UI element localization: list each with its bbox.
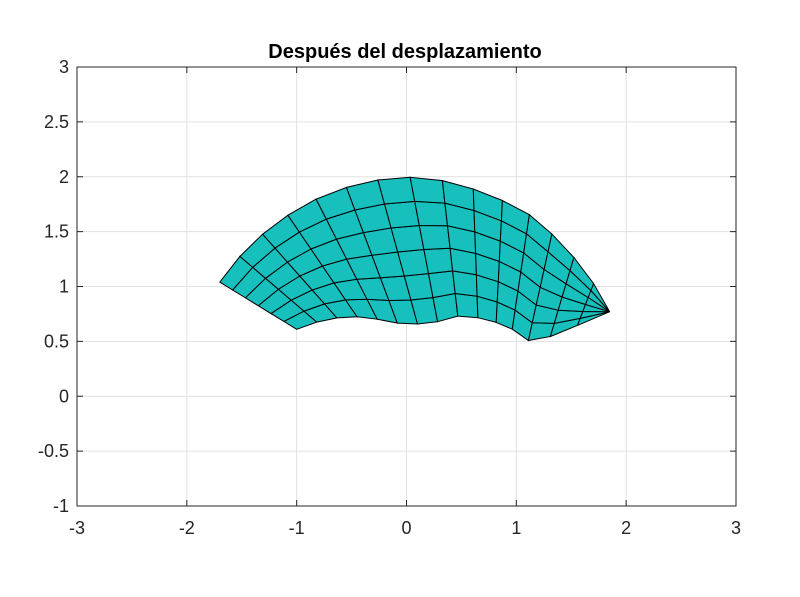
chart-title: Después del desplazamiento xyxy=(268,41,541,63)
mesh-cell xyxy=(590,282,611,313)
y-tick-label: 0 xyxy=(59,386,69,406)
tick-labels: -3 -2 -1 0 1 2 3 -1 -0.5 0 0.5 1 1.5 2 2.5 3 xyxy=(38,57,741,538)
x-tick-label: 3 xyxy=(731,518,741,538)
y-tick-label: 3 xyxy=(59,57,69,77)
y-tick-label: 1.5 xyxy=(44,222,69,242)
y-tick-label: 0.5 xyxy=(44,331,69,351)
mesh-cell xyxy=(377,176,416,205)
mesh-surface xyxy=(219,176,611,342)
y-tick-label: 2.5 xyxy=(44,112,69,132)
x-tick-label: -1 xyxy=(289,518,305,538)
mesh-cell xyxy=(423,247,454,275)
mesh-cell xyxy=(418,224,451,251)
y-tick-label: -1 xyxy=(53,496,69,516)
mesh-cell xyxy=(527,322,555,342)
mesh-cell xyxy=(383,200,420,229)
mesh-cell xyxy=(432,292,459,323)
x-tick-label: 2 xyxy=(621,518,631,538)
axes-box xyxy=(76,66,737,507)
y-tick-label: -0.5 xyxy=(38,441,69,461)
x-tick-label: -3 xyxy=(69,518,85,538)
mesh-cell xyxy=(414,200,449,227)
x-tick-label: 1 xyxy=(511,518,521,538)
y-tick-label: 2 xyxy=(59,167,69,187)
x-tick-label: -2 xyxy=(179,518,195,538)
mesh-cell xyxy=(454,292,479,319)
x-tick-label: 0 xyxy=(401,518,411,538)
mesh-cell xyxy=(427,270,456,299)
y-tick-label: 1 xyxy=(59,277,69,297)
mesh-cell xyxy=(409,176,446,204)
